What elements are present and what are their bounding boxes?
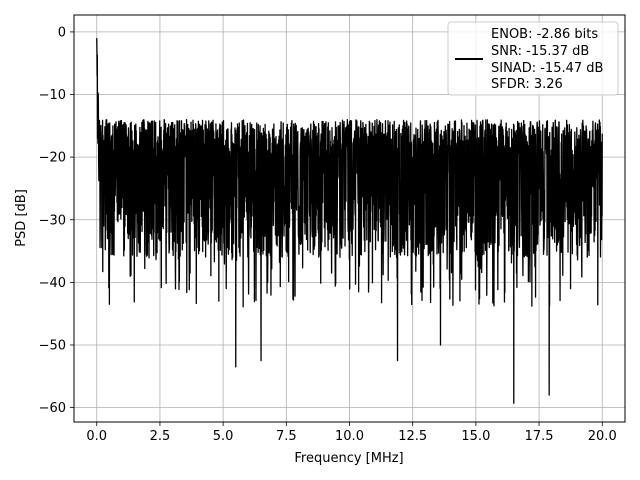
legend: ENOB: -2.86 bits SNR: -15.37 dB SINAD: -… bbox=[447, 21, 619, 96]
x-tick-label: 5.0 bbox=[213, 429, 234, 444]
y-tick-label: −40 bbox=[39, 276, 66, 291]
x-tick-label: 12.5 bbox=[398, 429, 427, 444]
x-tick-label: 20.0 bbox=[588, 429, 617, 444]
y-tick-label: −30 bbox=[39, 213, 66, 228]
y-tick-label: 0 bbox=[58, 25, 66, 40]
x-tick-label: 17.5 bbox=[525, 429, 554, 444]
y-axis: 0 −10 −20 −30 −40 −50 −60 bbox=[39, 25, 74, 416]
y-axis-label: PSD [dB] bbox=[14, 189, 29, 247]
y-tick-label: −50 bbox=[39, 338, 66, 353]
y-tick-label: −10 bbox=[39, 88, 66, 103]
x-tick-label: 15.0 bbox=[461, 429, 490, 444]
y-tick-label: −60 bbox=[39, 401, 66, 416]
x-tick-label: 0.0 bbox=[86, 429, 107, 444]
y-tick-label: −20 bbox=[39, 151, 66, 166]
legend-box bbox=[447, 21, 619, 96]
x-axis-label: Frequency [MHz] bbox=[294, 451, 403, 466]
plot-area bbox=[96, 38, 603, 404]
x-tick-label: 10.0 bbox=[335, 429, 364, 444]
legend-enob: ENOB: -2.86 bits bbox=[491, 27, 598, 42]
x-tick-label: 7.5 bbox=[276, 429, 297, 444]
legend-snr: SNR: -15.37 dB bbox=[491, 44, 589, 59]
psd-series-line bbox=[96, 38, 603, 404]
x-tick-label: 2.5 bbox=[150, 429, 171, 444]
legend-sfdr: SFDR: 3.26 bbox=[491, 77, 563, 92]
legend-sinad: SINAD: -15.47 dB bbox=[491, 61, 603, 76]
x-axis: 0.0 2.5 5.0 7.5 10.0 12.5 15.0 17.5 20.0 bbox=[86, 422, 617, 444]
